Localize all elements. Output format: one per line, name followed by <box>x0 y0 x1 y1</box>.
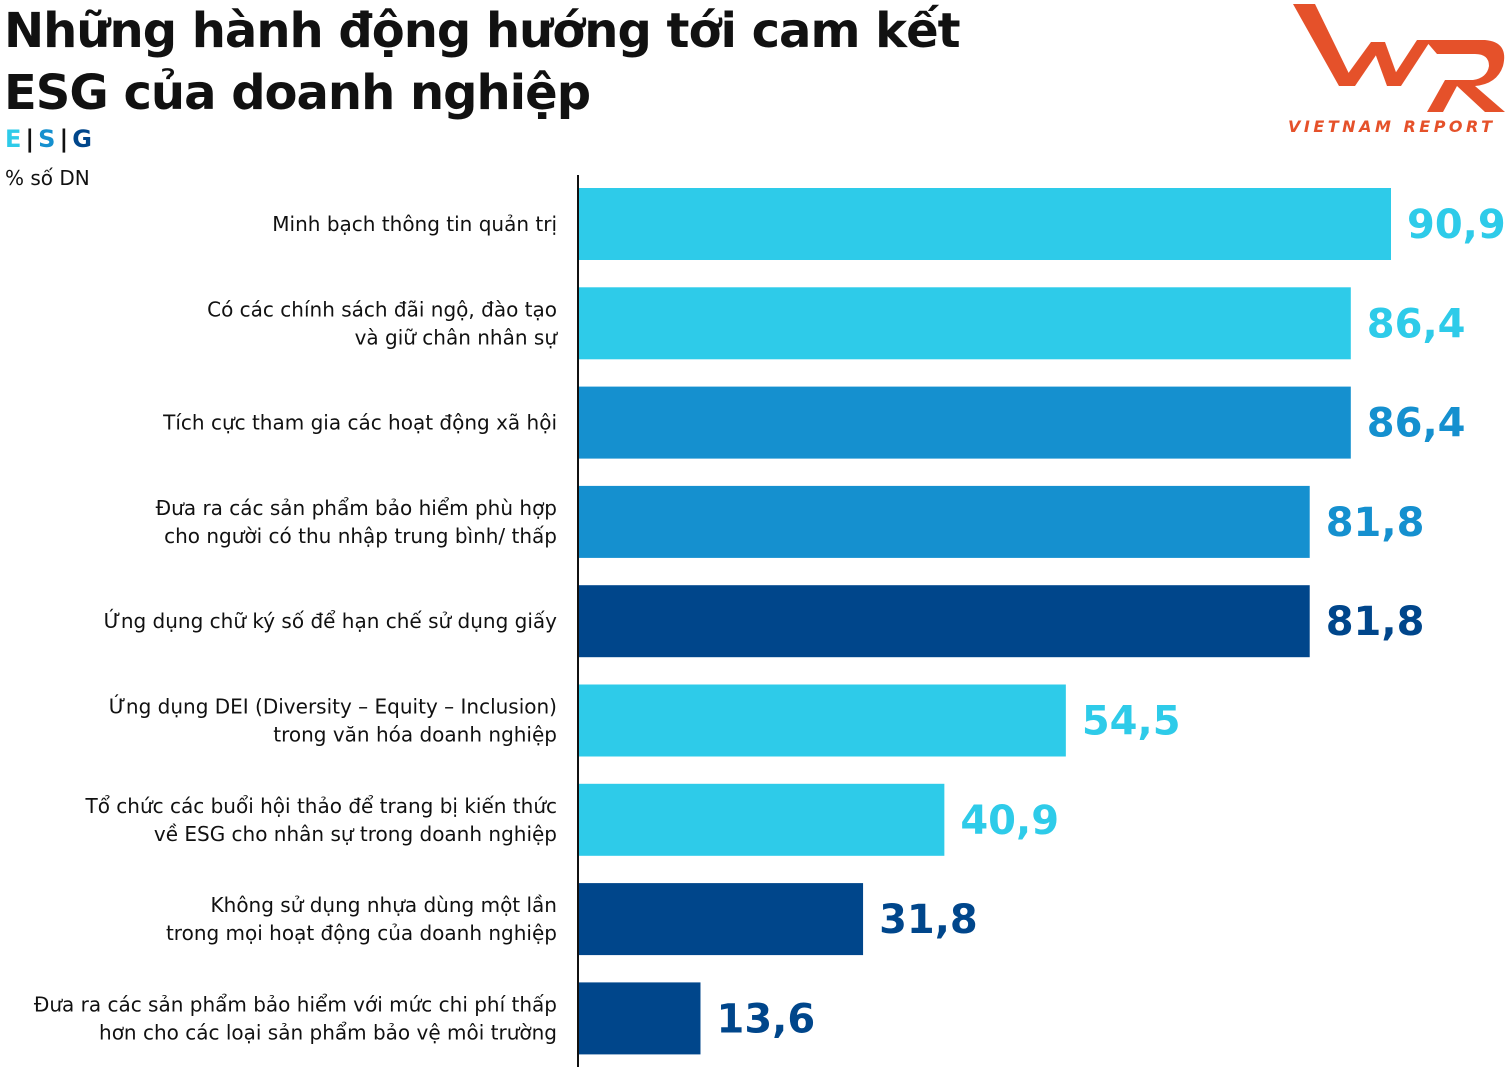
data-label: 86,4 <box>1367 301 1466 347</box>
category-label: Ứng dụng DEI (Diversity – Equity – Inclu… <box>109 695 557 719</box>
data-label: 54,5 <box>1082 699 1181 745</box>
category-label: Tổ chức các buổi hội thảo để trang bị ki… <box>84 794 557 818</box>
category-label: Không sử dụng nhựa dùng một lần <box>211 893 557 917</box>
category-label: Minh bạch thông tin quản trị <box>272 212 557 236</box>
bar <box>579 386 1351 459</box>
bar <box>579 982 701 1055</box>
legend-s: S <box>38 125 56 153</box>
bar <box>579 287 1351 360</box>
category-label: Đưa ra các sản phẩm bảo hiểm với mức chi… <box>34 992 557 1016</box>
data-label: 81,8 <box>1326 500 1425 546</box>
vnr-tagline: VIETNAM REPORT <box>1288 117 1496 136</box>
category-label: Tích cực tham gia các hoạt động xã hội <box>162 411 557 435</box>
data-label: 40,9 <box>960 798 1059 844</box>
category-label: trong mọi hoạt động của doanh nghiệp <box>166 921 557 945</box>
category-label: và giữ chân nhân sự <box>355 325 559 349</box>
category-label: cho người có thu nhập trung bình/ thấp <box>164 524 557 548</box>
data-label: 13,6 <box>716 996 815 1042</box>
data-label: 81,8 <box>1326 599 1425 645</box>
bar <box>579 585 1310 658</box>
category-label: Ứng dụng chữ ký số để hạn chế sử dụng gi… <box>104 609 557 633</box>
unit-label: % số DN <box>5 166 90 190</box>
bar <box>579 783 945 856</box>
legend-e: E <box>5 125 22 153</box>
data-label: 86,4 <box>1367 401 1466 447</box>
category-label: Đưa ra các sản phẩm bảo hiểm phù hợp <box>156 496 557 520</box>
category-label: Có các chính sách đãi ngộ, đào tạo <box>207 297 557 321</box>
category-label: trong văn hóa doanh nghiệp <box>273 723 557 747</box>
chart-title: Những hành động hướng tới cam kết ESG củ… <box>4 3 961 121</box>
bar <box>579 485 1310 558</box>
category-label: hơn cho các loại sản phẩm bảo vệ môi trư… <box>99 1020 557 1044</box>
legend: E | S | G <box>5 125 92 153</box>
category-label: về ESG cho nhân sự trong doanh nghiệp <box>154 822 557 846</box>
vnr-logo <box>1293 4 1505 112</box>
bar <box>579 684 1066 757</box>
data-label: 90,9 <box>1407 202 1506 248</box>
bar <box>579 188 1391 260</box>
data-label: 31,8 <box>879 897 978 943</box>
bar <box>579 883 864 956</box>
legend-g: G <box>72 125 92 153</box>
